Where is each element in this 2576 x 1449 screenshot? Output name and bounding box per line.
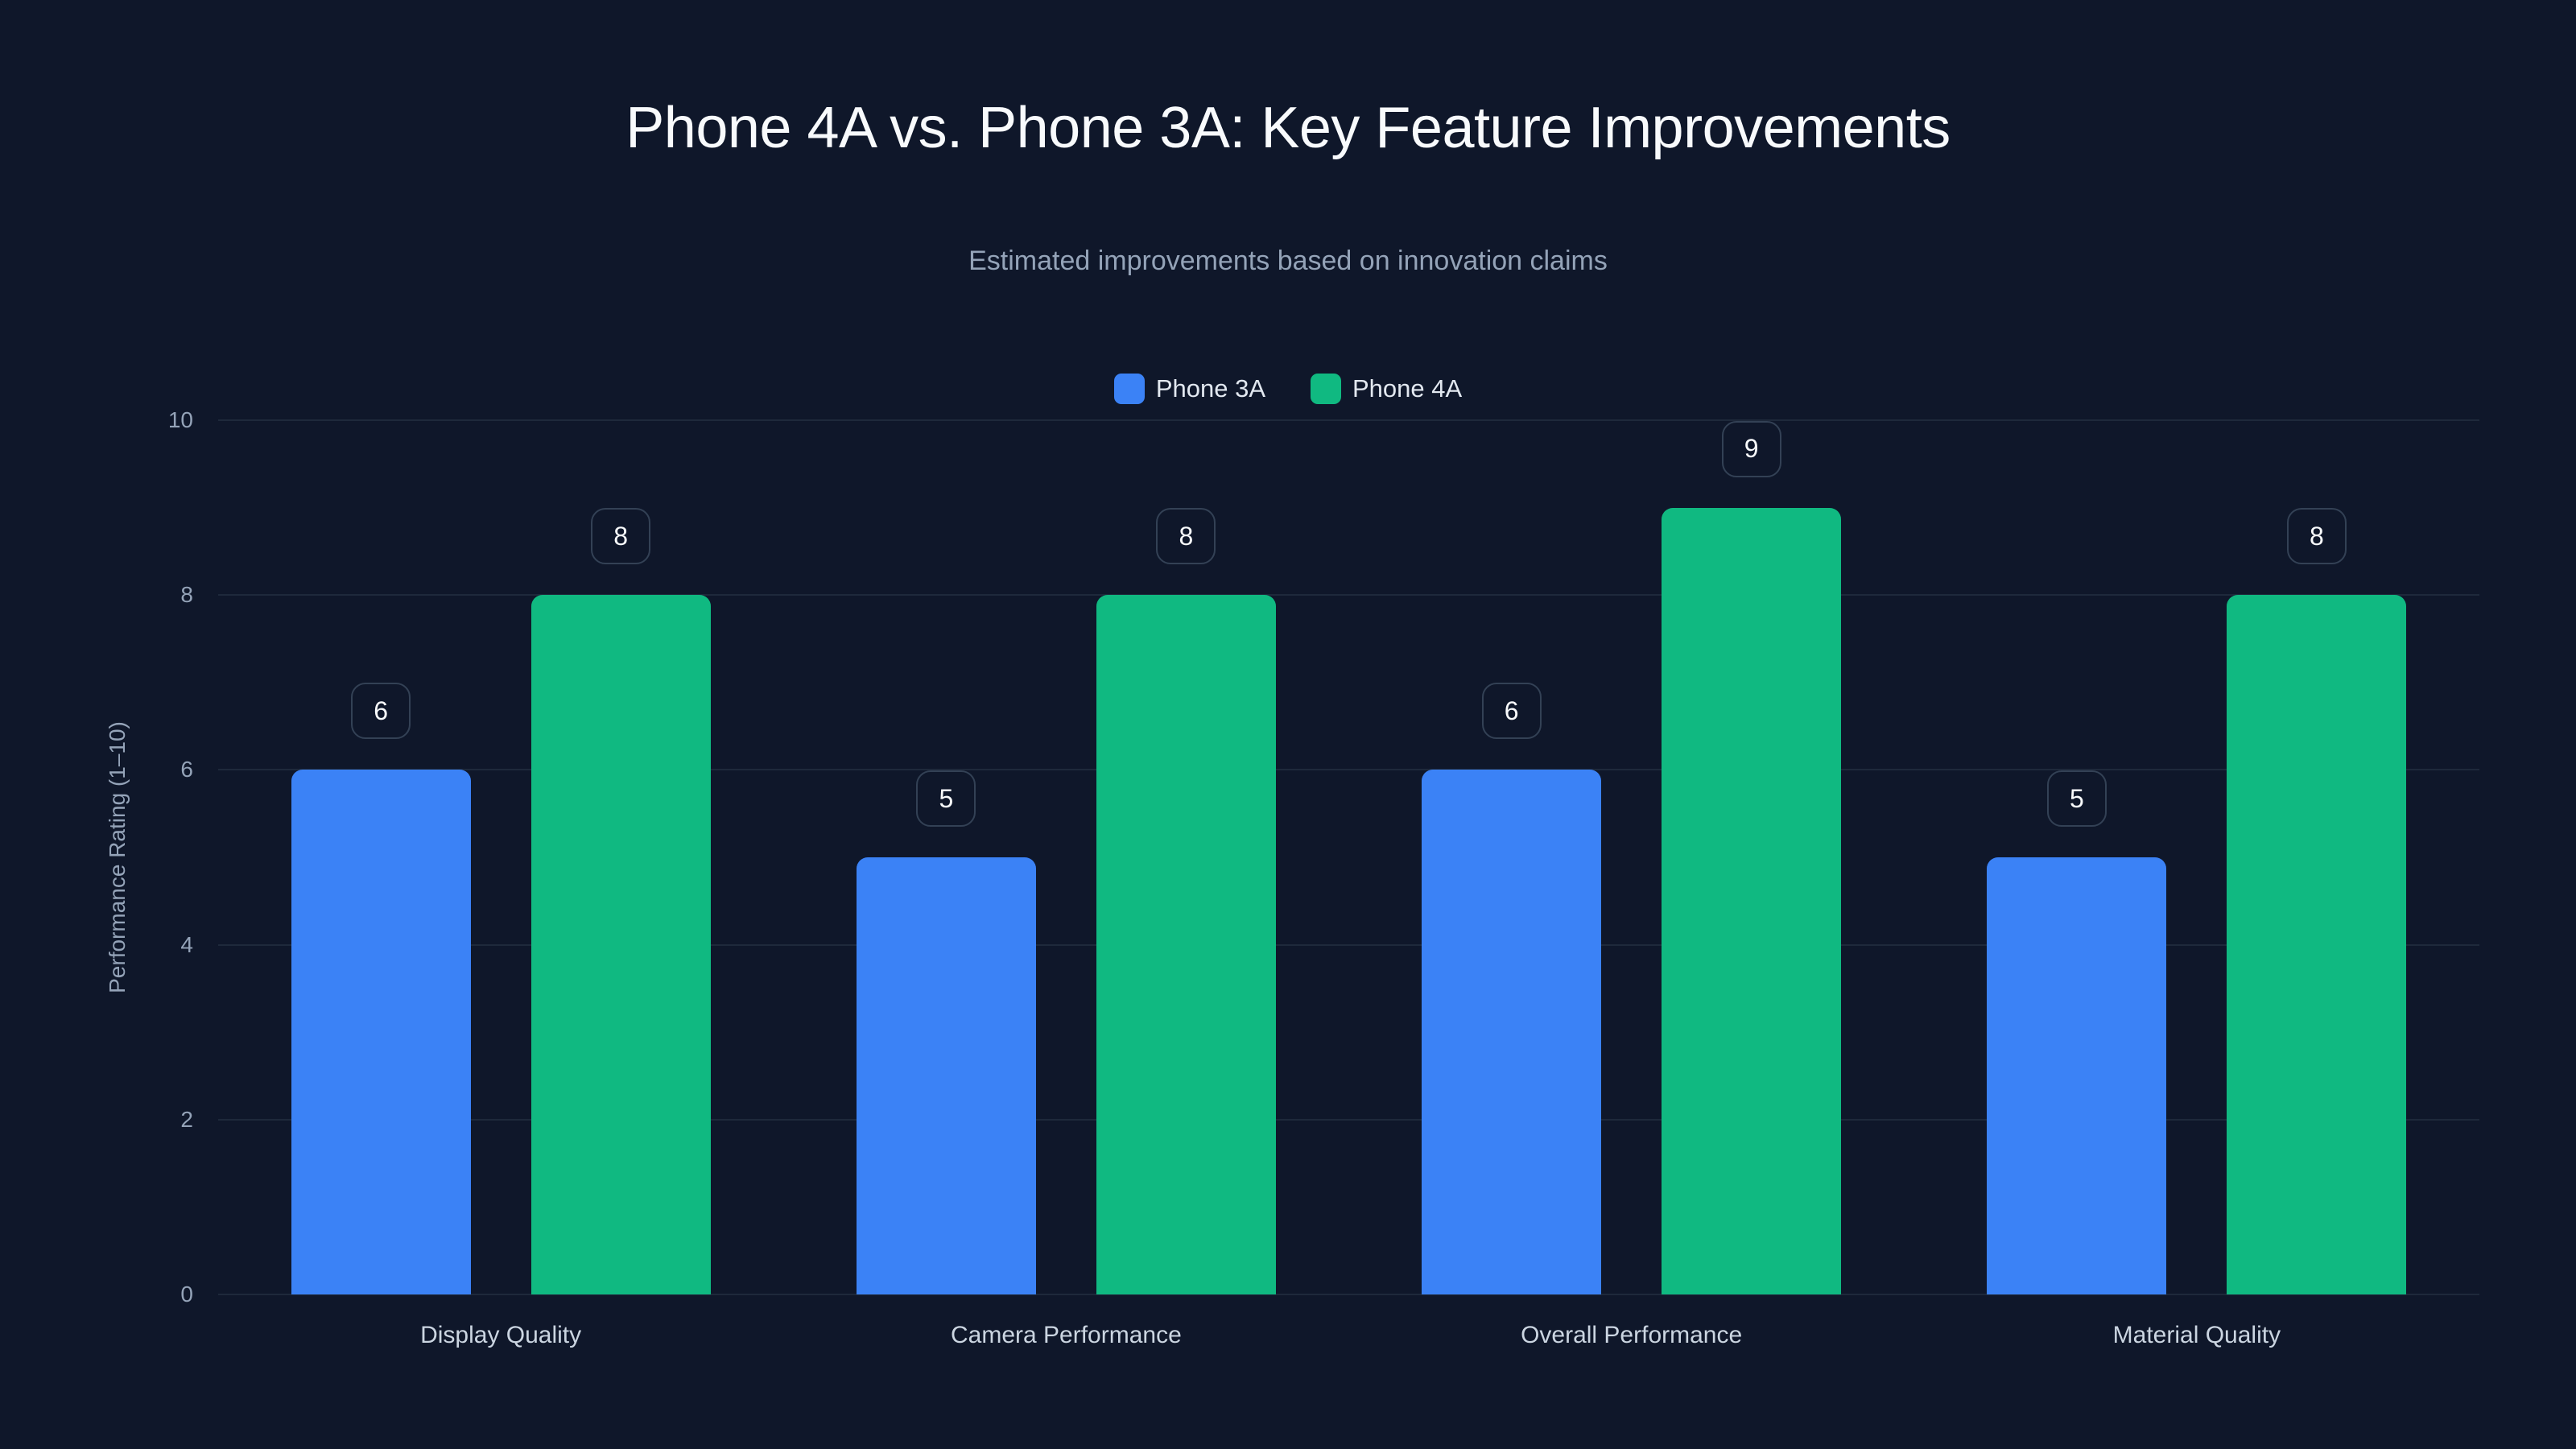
data-label: 6 — [351, 683, 411, 740]
y-tick-label: 2 — [180, 1106, 193, 1132]
x-tick-label: Material Quality — [2112, 1322, 2281, 1348]
bar-phone-3a[interactable] — [1987, 857, 2167, 1294]
bar-phone-3a[interactable] — [856, 857, 1036, 1294]
legend-label: Phone 3A — [1155, 374, 1265, 402]
data-label: 8 — [1156, 508, 1216, 565]
data-label: 8 — [2286, 508, 2347, 565]
legend-item-phone-3a[interactable]: Phone 3A — [1113, 374, 1265, 404]
plot-area: 6 8 5 8 6 9 5 8 — [218, 419, 2479, 1295]
bar-phone-4a[interactable] — [530, 595, 711, 1294]
x-tick-label: Overall Performance — [1521, 1322, 1743, 1348]
data-label: 8 — [591, 508, 651, 565]
legend-swatch-phone-3a — [1113, 374, 1145, 404]
data-label: 5 — [916, 770, 976, 827]
bar-phone-4a[interactable] — [2227, 595, 2407, 1294]
legend-item-phone-4a[interactable]: Phone 4A — [1311, 374, 1462, 404]
data-label: 5 — [2046, 770, 2107, 827]
y-tick-label: 10 — [167, 407, 193, 432]
legend: Phone 3A Phone 4A — [0, 374, 2576, 404]
bar-phone-3a[interactable] — [291, 770, 471, 1294]
y-axis-title: Performance Rating (1–10) — [105, 721, 130, 993]
gridline — [218, 419, 2479, 421]
y-tick-label: 8 — [180, 582, 193, 608]
bar-phone-4a[interactable] — [1096, 595, 1276, 1294]
bar-phone-4a[interactable] — [1662, 507, 1842, 1294]
y-tick-label: 6 — [180, 757, 193, 782]
gridline — [218, 943, 2479, 946]
y-tick-label: 0 — [180, 1282, 193, 1307]
x-tick-label: Display Quality — [420, 1322, 582, 1348]
chart-subtitle: Estimated improvements based on innovati… — [968, 246, 1608, 276]
gridline — [218, 594, 2479, 597]
legend-swatch-phone-4a — [1311, 374, 1341, 404]
data-label: 9 — [1721, 420, 1781, 477]
gridline — [218, 1294, 2479, 1295]
data-label: 6 — [1481, 683, 1542, 740]
gridline — [218, 769, 2479, 771]
chart-title: Phone 4A vs. Phone 3A: Key Feature Impro… — [625, 96, 1951, 160]
x-tick-label: Camera Performance — [950, 1322, 1182, 1348]
legend-label: Phone 4A — [1352, 374, 1463, 402]
y-tick-label: 4 — [180, 931, 193, 957]
gridline — [218, 1118, 2479, 1121]
bar-phone-3a[interactable] — [1422, 770, 1602, 1294]
